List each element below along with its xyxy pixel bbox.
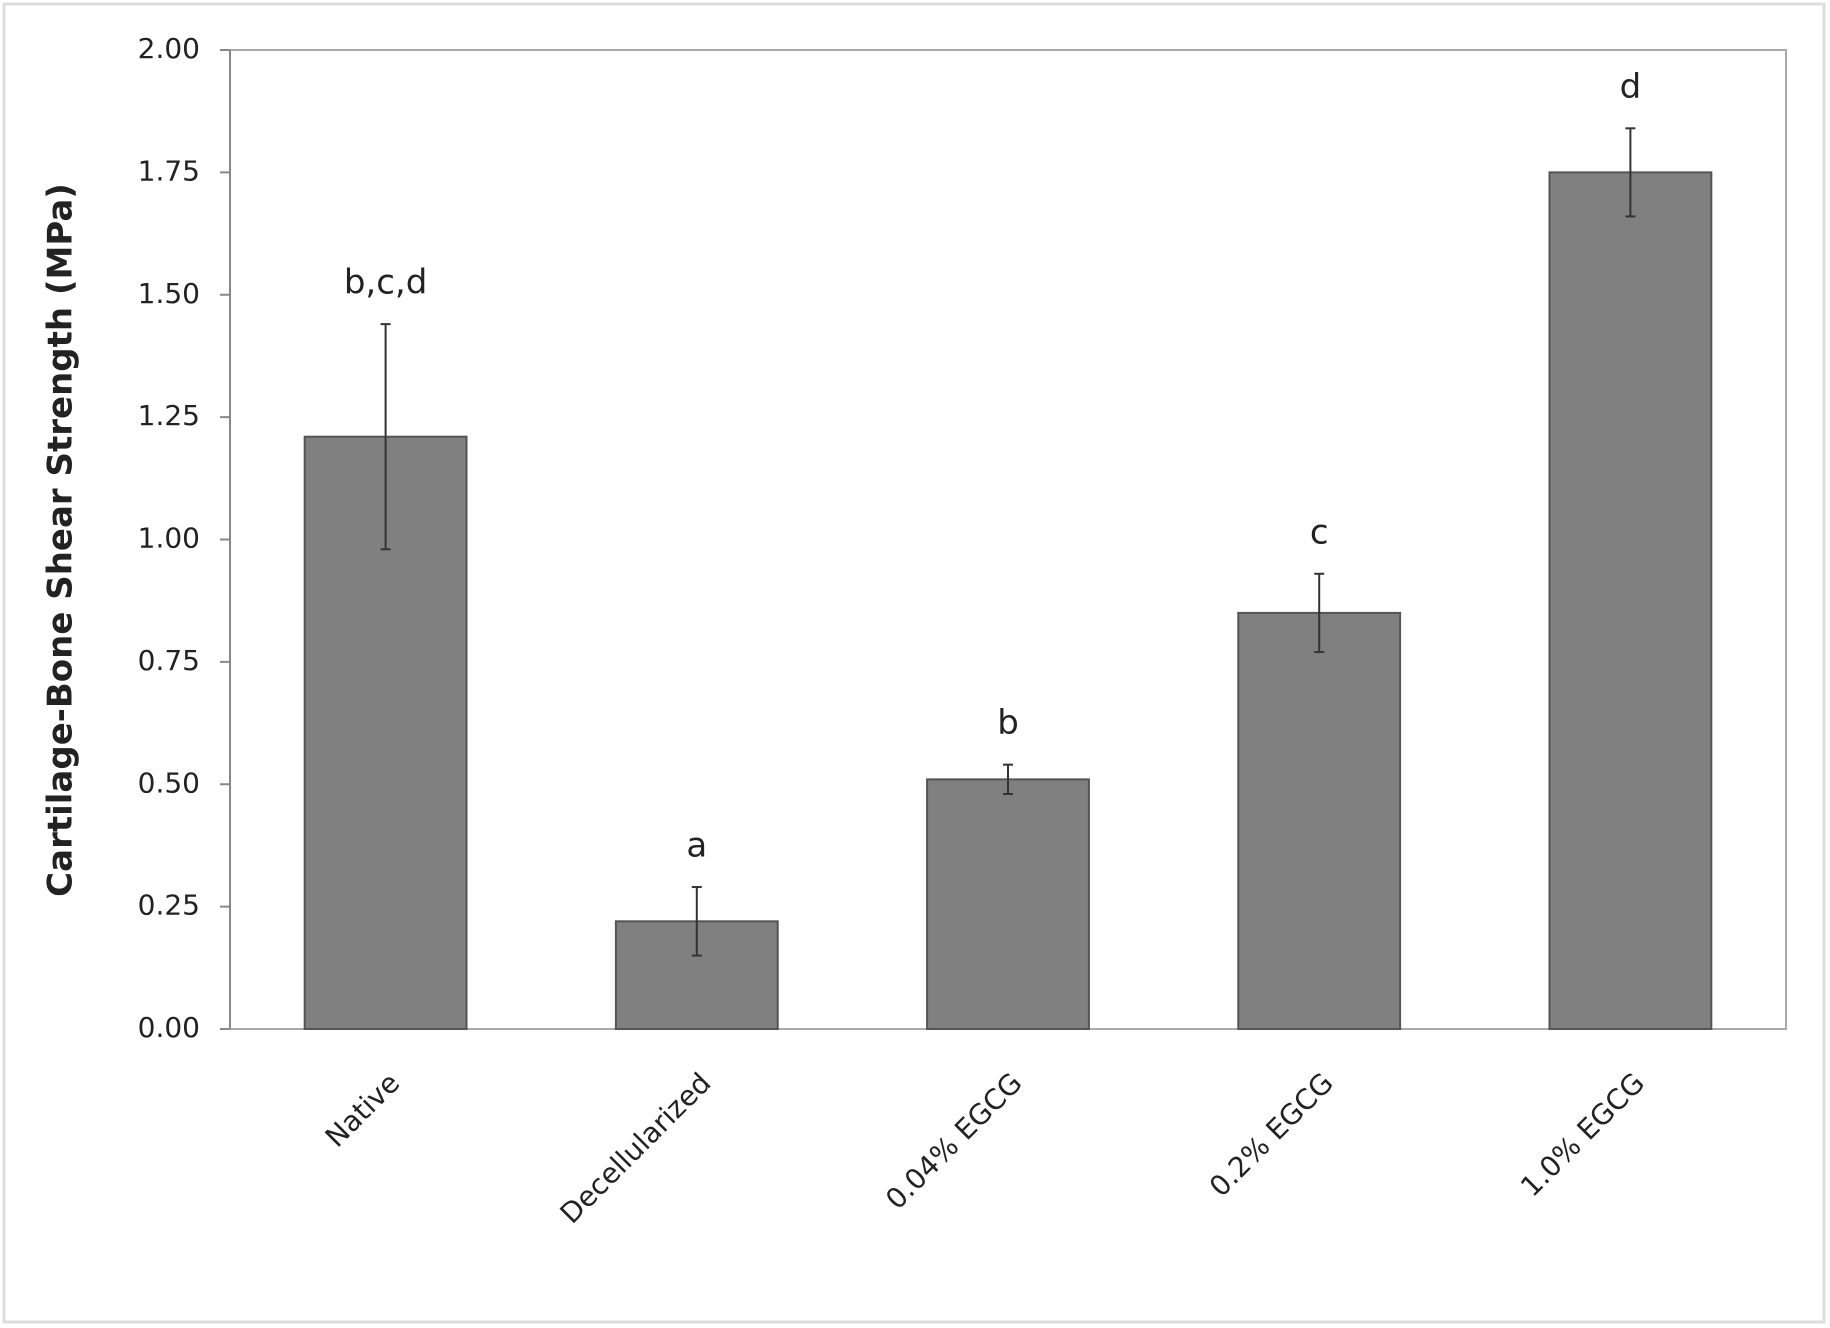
y-tick-label: 0.75 <box>138 644 200 677</box>
x-tick-label: 1.0% EGCG <box>1514 1066 1651 1203</box>
x-tick-label: 0.2% EGCG <box>1203 1066 1340 1203</box>
y-tick-label: 1.75 <box>138 154 200 187</box>
annotation: a <box>686 826 707 866</box>
y-tick-label: 0.25 <box>138 889 200 922</box>
annotation: b,c,d <box>344 263 427 303</box>
y-tick-label: 1.25 <box>138 399 200 432</box>
y-tick-label: 1.50 <box>138 277 200 310</box>
x-tick-label: 0.04% EGCG <box>879 1066 1029 1216</box>
y-tick-label: 1.00 <box>138 522 200 555</box>
x-tick-label: Decellularized <box>554 1066 718 1230</box>
x-tick-label: Native <box>319 1066 406 1153</box>
y-tick-label: 0.50 <box>138 766 200 799</box>
annotation: b <box>997 703 1019 743</box>
annotation: c <box>1310 512 1329 552</box>
error-bar <box>691 886 702 957</box>
bar <box>926 778 1090 1030</box>
error-bar <box>380 323 391 551</box>
annotation: d <box>1620 67 1642 107</box>
error-bar <box>1625 127 1636 218</box>
bar <box>1237 611 1402 1030</box>
y-tick-label: 2.00 <box>138 32 200 65</box>
bar <box>1548 171 1713 1030</box>
error-bar <box>1003 763 1013 796</box>
y-axis-title: Cartilage-Bone Shear Strength (MPa) <box>41 183 81 897</box>
error-bar <box>1314 572 1325 654</box>
y-tick-label: 0.00 <box>138 1011 200 1044</box>
